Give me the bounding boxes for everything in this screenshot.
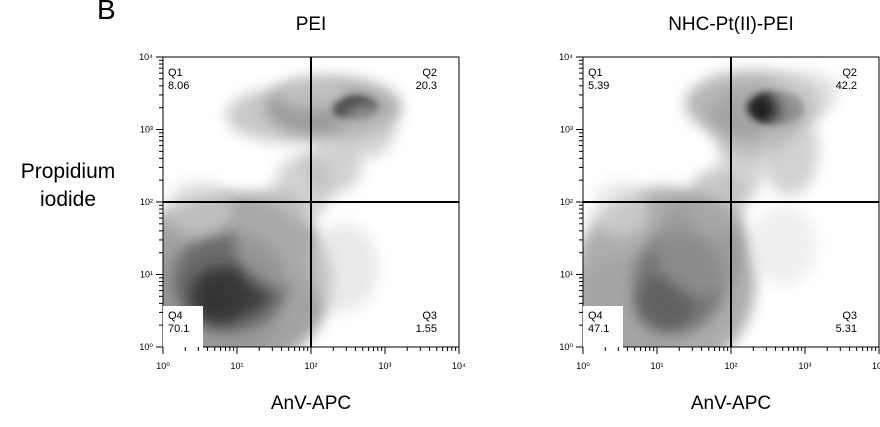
quadrant-label-box bbox=[163, 306, 203, 350]
x-tick-label: 10¹ bbox=[230, 361, 243, 371]
y-tick-label: 10⁴ bbox=[559, 52, 573, 62]
quadrant-name: Q2 bbox=[842, 67, 857, 79]
x-tick-label: 10² bbox=[304, 361, 317, 371]
quadrant-label-box bbox=[583, 306, 623, 350]
quadrant-value: 42.2 bbox=[836, 80, 857, 92]
quadrant-value: 8.06 bbox=[168, 80, 189, 92]
y-tick-label: 10¹ bbox=[140, 270, 153, 280]
quadrant-name: Q1 bbox=[588, 67, 603, 79]
quadrant-value: 20.3 bbox=[416, 80, 437, 92]
y-tick-label: 10³ bbox=[560, 125, 573, 135]
quadrant-value: 70.1 bbox=[168, 323, 189, 335]
panel-letter: B bbox=[97, 0, 116, 25]
x-tick-label: 10² bbox=[724, 361, 737, 371]
quadrant-name: Q4 bbox=[168, 310, 183, 322]
x-tick-label: 10⁰ bbox=[576, 361, 590, 371]
quadrant-name: Q4 bbox=[588, 310, 603, 322]
density-blob bbox=[748, 206, 817, 285]
y-axis-label-line-2: iodide bbox=[39, 188, 97, 211]
density-blob bbox=[770, 70, 840, 116]
density-blob bbox=[591, 181, 649, 238]
chart-title: NHC-Pt(II)-PEI bbox=[668, 14, 794, 35]
density-blob bbox=[310, 222, 379, 312]
x-axis-label: AnV-APC bbox=[691, 393, 771, 414]
quadrant-name: Q2 bbox=[422, 67, 437, 79]
density-blob bbox=[761, 106, 819, 196]
quadrant-name: Q1 bbox=[168, 67, 183, 79]
quadrant-value: 5.31 bbox=[836, 323, 857, 335]
y-tick-label: 10³ bbox=[140, 125, 153, 135]
y-tick-label: 10⁰ bbox=[559, 342, 573, 352]
x-tick-label: 10¹ bbox=[650, 361, 663, 371]
quadrant-name: Q3 bbox=[422, 310, 437, 322]
x-tick-label: 10³ bbox=[798, 361, 811, 371]
x-tick-label: 10⁴ bbox=[872, 361, 880, 371]
density-blob bbox=[635, 275, 693, 332]
y-tick-label: 10⁰ bbox=[139, 342, 153, 352]
chart-title: PEI bbox=[296, 14, 327, 35]
y-axis-label-line-1: Propidium bbox=[20, 160, 116, 183]
density-blob bbox=[304, 137, 362, 194]
y-axis-label: Propidium iodide bbox=[0, 158, 136, 214]
x-tick-label: 10³ bbox=[378, 361, 391, 371]
y-tick-label: 10¹ bbox=[560, 270, 573, 280]
y-tick-label: 10² bbox=[140, 197, 153, 207]
quadrant-value: 5.39 bbox=[588, 80, 609, 92]
quadrant-value: 1.55 bbox=[416, 323, 437, 335]
y-tick-label: 10² bbox=[560, 197, 573, 207]
quadrant-value: 47.1 bbox=[588, 323, 609, 335]
x-tick-label: 10⁴ bbox=[452, 361, 466, 371]
density-blob bbox=[338, 101, 395, 158]
density-blob bbox=[165, 181, 235, 238]
density-cloud bbox=[163, 76, 402, 347]
y-tick-label: 10⁴ bbox=[139, 52, 153, 62]
quadrant-name: Q3 bbox=[842, 310, 857, 322]
x-tick-label: 10⁰ bbox=[156, 361, 170, 371]
x-axis-label: AnV-APC bbox=[271, 393, 351, 414]
